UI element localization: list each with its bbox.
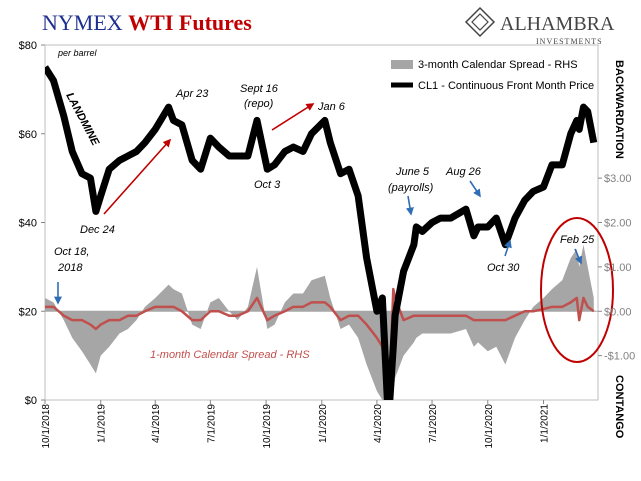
chart-title: NYMEX WTI Futures [42, 10, 252, 35]
y-tick-label: $60 [19, 129, 37, 141]
annotation: Jan 6 [317, 101, 346, 113]
y-tick-label: $20 [19, 306, 37, 318]
subtitle: per barrel [57, 48, 98, 58]
title-part: WTI Futures [128, 10, 252, 35]
logo-text: INVESTMENTS [536, 37, 603, 46]
series-line [45, 287, 595, 400]
y2-label: CONTANGO [613, 375, 625, 439]
y2-label: BACKWARDATION [613, 60, 625, 159]
legend-swatch [391, 60, 413, 69]
legend-label: 3-month Calendar Spread - RHS [418, 59, 578, 71]
annotation: Aug 26 [445, 166, 482, 178]
series-line [45, 65, 598, 400]
x-tick-label: 7/1/2019 [206, 404, 217, 443]
y2-tick-label: -$1.00 [604, 351, 635, 363]
arrow [103, 138, 172, 215]
area [45, 244, 594, 400]
y2-tick-label: $1.00 [604, 262, 632, 274]
annotation: Dec 24 [80, 224, 115, 236]
arrow [406, 195, 414, 216]
annotation: Feb 25 [560, 234, 595, 246]
title-part: NYMEX [42, 10, 123, 35]
highlight-circle [540, 217, 614, 363]
x-tick-label: 10/1/2019 [262, 404, 273, 449]
logo-icon [464, 6, 496, 38]
y-tick-label: $40 [19, 218, 37, 230]
x-tick-label: 10/1/2018 [41, 404, 52, 449]
y2-tick-label: $2.00 [604, 218, 632, 230]
x-tick-label: 4/1/2020 [373, 404, 384, 443]
annotation: 2018 [57, 262, 83, 274]
annotation: Oct 18, [54, 246, 89, 258]
x-tick-label: 7/1/2020 [428, 404, 439, 443]
x-tick-label: 1/1/2021 [539, 404, 550, 443]
x-tick-label: 10/1/2020 [484, 404, 495, 449]
arrows [54, 103, 614, 363]
logo-text: ALHAMBRA [500, 13, 615, 35]
annotation: (payrolls) [388, 182, 434, 194]
plot-area [45, 65, 598, 400]
annotation: Oct 30 [487, 262, 520, 274]
x-tick-label: 1/1/2020 [318, 404, 329, 443]
logo-icon [471, 13, 489, 31]
series-label: 1-month Calendar Spread - RHS [150, 349, 310, 361]
y2-tick-label: $0.00 [604, 306, 632, 318]
legend-label: CL1 - Continuous Front Month Price [418, 80, 594, 92]
annotation: Oct 3 [254, 179, 281, 191]
arrow [504, 239, 512, 257]
annotation: Apr 23 [175, 88, 209, 100]
annotation: Sept 16 [240, 83, 279, 95]
x-tick-label: 1/1/2019 [97, 404, 108, 443]
y-tick-label: $80 [19, 40, 37, 52]
logo: ALHAMBRA INVESTMENTS [464, 6, 615, 46]
annotation: June 5 [395, 166, 430, 178]
annotation: (repo) [244, 98, 274, 110]
y-tick-label: $0 [25, 395, 37, 407]
arrow [574, 248, 583, 265]
arrow [271, 103, 315, 131]
y2-tick-label: $3.00 [604, 173, 632, 185]
arrow [469, 180, 481, 198]
x-tick-label: 4/1/2019 [151, 404, 162, 443]
